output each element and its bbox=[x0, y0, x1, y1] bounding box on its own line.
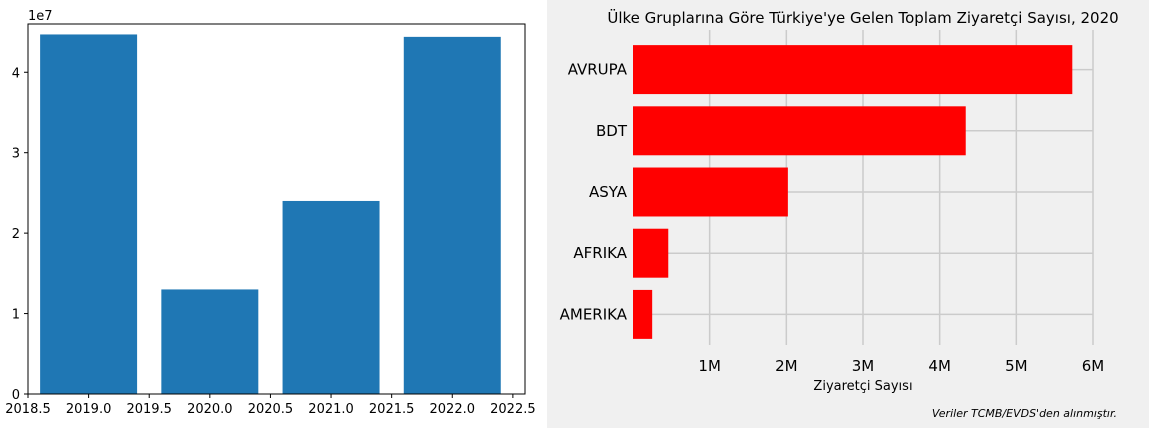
y-tick-label: 1 bbox=[12, 308, 20, 323]
x-tick-label: 2021.5 bbox=[369, 402, 415, 417]
yearly-visitors-bar-chart: 1e7 2018.5 2019.0 2019.5 2020.0 2020.5 2021.0… bbox=[5, 9, 536, 417]
y-tick-label: 4 bbox=[12, 66, 20, 81]
category-label: AVRUPA bbox=[568, 61, 628, 79]
plot-frame bbox=[27, 23, 526, 395]
x-tick-label: 3M bbox=[852, 357, 875, 375]
bar bbox=[633, 106, 966, 156]
y-tick-label: 2 bbox=[12, 227, 20, 242]
country-groups-bar-chart: Ülke Gruplarına Göre Türkiye'ye Gelen To… bbox=[560, 8, 1119, 420]
category-label: BDT bbox=[596, 122, 628, 140]
source-note: Veriler TCMB/EVDS'den alınmıştır. bbox=[932, 407, 1117, 420]
bar bbox=[161, 289, 259, 394]
category-label: AFRIKA bbox=[573, 244, 627, 262]
bar bbox=[40, 34, 138, 395]
bar bbox=[633, 228, 669, 278]
x-tick-label: 4M bbox=[928, 357, 951, 375]
x-tick-label: 2020.0 bbox=[187, 402, 233, 417]
category-label: AMERIKA bbox=[560, 305, 628, 323]
x-tick-label: 6M bbox=[1082, 357, 1105, 375]
x-tick-label: 1M bbox=[698, 357, 721, 375]
yearly-visitors-chart-panel: 1e7 2018.5 2019.0 2019.5 2020.0 2020.5 2021.0… bbox=[0, 0, 547, 428]
bar bbox=[633, 289, 653, 339]
chart-title: Ülke Gruplarına Göre Türkiye'ye Gelen To… bbox=[607, 8, 1118, 27]
bar bbox=[633, 45, 1073, 95]
x-tick-label: 2019.0 bbox=[66, 402, 112, 417]
x-tick-label: 2020.5 bbox=[248, 402, 294, 417]
y-tick-label: 3 bbox=[12, 147, 20, 162]
y-tick-label: 0 bbox=[12, 388, 20, 403]
bar bbox=[282, 200, 380, 394]
x-tick-label: 2018.5 bbox=[5, 402, 51, 417]
category-label: ASYA bbox=[589, 183, 628, 201]
x-tick-label: 2021.0 bbox=[308, 402, 354, 417]
y-axis-multiplier: 1e7 bbox=[28, 9, 53, 24]
x-tick-label: 2M bbox=[775, 357, 798, 375]
x-tick-label: 5M bbox=[1005, 357, 1028, 375]
x-tick-label: 2022.0 bbox=[430, 402, 476, 417]
bar bbox=[633, 167, 788, 217]
x-tick-label: 2022.5 bbox=[490, 402, 536, 417]
x-axis-title: Ziyaretçi Sayısı bbox=[813, 379, 912, 394]
country-groups-chart-panel: Ülke Gruplarına Göre Türkiye'ye Gelen To… bbox=[547, 0, 1149, 428]
bar bbox=[403, 36, 501, 394]
x-tick-label: 2019.5 bbox=[126, 402, 172, 417]
